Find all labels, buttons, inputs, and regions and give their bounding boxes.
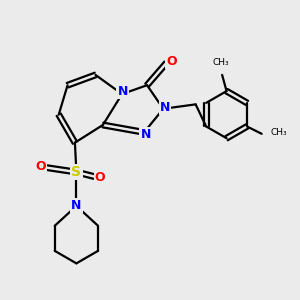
- Text: N: N: [71, 200, 82, 212]
- Text: O: O: [36, 160, 46, 173]
- Text: N: N: [160, 101, 170, 114]
- Text: O: O: [166, 55, 177, 68]
- Text: N: N: [140, 128, 151, 141]
- Text: CH₃: CH₃: [271, 128, 287, 137]
- Text: N: N: [117, 85, 128, 98]
- Text: CH₃: CH₃: [212, 58, 229, 67]
- Text: O: O: [94, 172, 105, 184]
- Text: S: S: [71, 165, 81, 179]
